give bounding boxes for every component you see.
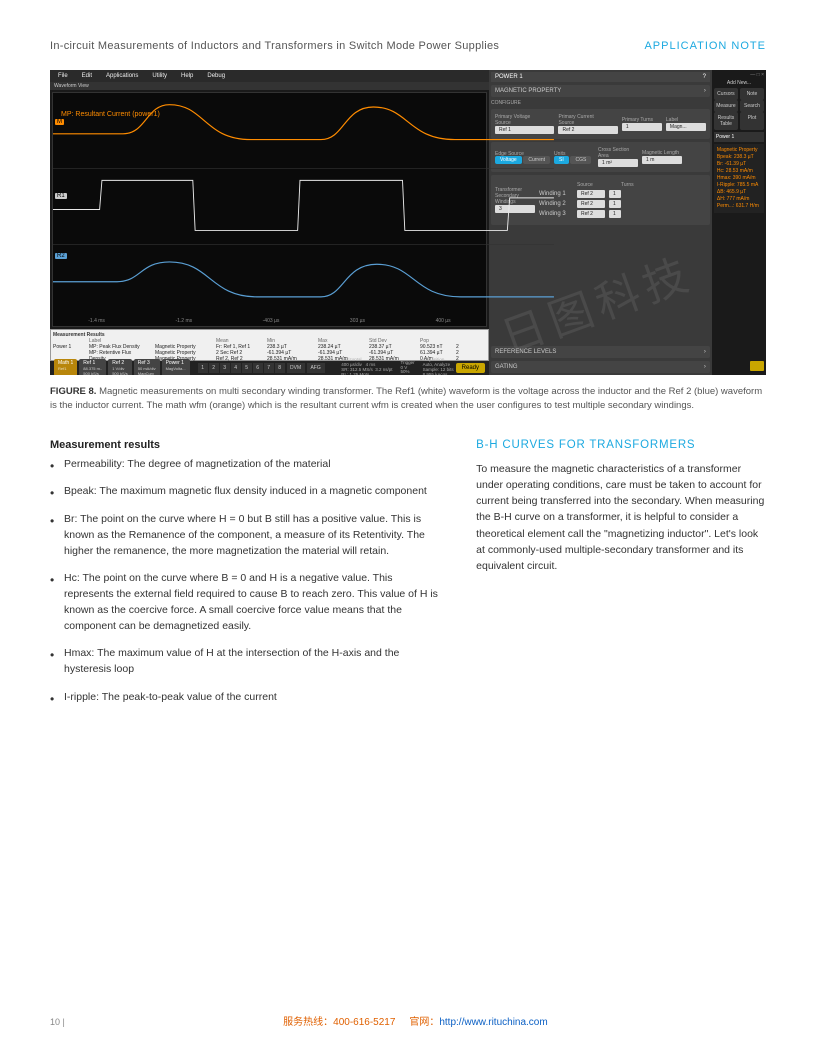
winding-turns-input[interactable]: 1 <box>609 210 621 218</box>
ref-levels-section[interactable]: REFERENCE LEVELS <box>495 349 556 355</box>
dvm-button[interactable]: DVM <box>287 363 305 373</box>
menu-file[interactable]: File <box>58 73 68 79</box>
winding-source-dropdown[interactable]: Ref 2 <box>577 200 605 208</box>
menu-applications[interactable]: Applications <box>106 73 138 79</box>
mag-length-input[interactable]: 1 m <box>642 156 682 164</box>
footer-contact: 服务热线：400-616-5217 官网：http://www.rituchin… <box>65 1013 766 1028</box>
channel-num-button[interactable]: 7 <box>264 363 274 373</box>
afg-button[interactable]: AFG <box>307 363 325 373</box>
ready-button[interactable]: Ready <box>456 363 485 373</box>
winding-row: Winding 2Ref 21 <box>539 200 706 208</box>
toolbar-button[interactable]: Cursors <box>714 88 738 100</box>
time-tick: -1.4 ms <box>88 318 105 324</box>
bullet-item: Hc: The point on the curve where B = 0 a… <box>50 571 442 634</box>
scope-screenshot: File Edit Applications Utility Help Debu… <box>50 70 766 375</box>
time-tick: -1.2 ms <box>175 318 192 324</box>
time-tick: 303 µs <box>350 318 365 324</box>
cgs-toggle[interactable]: CGS <box>570 156 591 164</box>
waveform-view-label: Waveform View <box>50 82 489 90</box>
bullet-item: Br: The point on the curve where H = 0 b… <box>50 512 442 559</box>
winding-row: Winding 1Ref 21 <box>539 190 706 198</box>
trash-icon[interactable] <box>750 361 764 371</box>
winding-turns-input[interactable]: 1 <box>609 190 621 198</box>
menu-utility[interactable]: Utility <box>152 73 167 79</box>
help-icon[interactable]: ? <box>703 74 706 80</box>
bh-curves-heading: B-H CURVES FOR TRANSFORMERS <box>476 439 766 451</box>
channel-badge[interactable]: Ref 21 V/div 500 kS/s <box>108 359 132 375</box>
measurement-bullets: Permeability: The degree of magnetizatio… <box>50 457 442 706</box>
channel-num-button[interactable]: 6 <box>253 363 263 373</box>
channel-badge[interactable]: Math 1Ref1 <box>54 359 77 375</box>
channel-num-button[interactable]: 1 <box>198 363 208 373</box>
bh-curves-body: To measure the magnetic characteristics … <box>476 461 766 575</box>
channel-num-button[interactable]: 2 <box>209 363 219 373</box>
channel-badge[interactable]: Ref 188.375 m.. 500 kS/s <box>79 359 106 375</box>
power1-strip-label[interactable]: Power 1 <box>714 132 764 142</box>
si-toggle[interactable]: SI <box>554 156 569 164</box>
app-note-badge: APPLICATION NOTE <box>644 40 766 52</box>
winding-turns-input[interactable]: 1 <box>609 200 621 208</box>
time-tick: 400 µs <box>436 318 451 324</box>
time-tick: -403 µs <box>263 318 280 324</box>
trigger-readout: Trigger 0 V 50% <box>401 361 415 375</box>
add-new-label: Add New... <box>714 80 764 86</box>
channel-num-button[interactable]: 4 <box>231 363 241 373</box>
measurement-results-heading: Measurement results <box>50 439 442 451</box>
page-number: 10 | <box>50 1017 65 1027</box>
toolbar-button[interactable]: Search <box>740 100 764 112</box>
bullet-item: Hmax: The maximum value of H at the inte… <box>50 646 442 678</box>
panel-title: POWER 1 <box>495 74 523 80</box>
acq-readout: Acquisition Auto, Analyze Sample: 12 bit… <box>423 358 454 375</box>
cross-area-input[interactable]: 1 m² <box>598 159 638 167</box>
winding-source-dropdown[interactable]: Ref 2 <box>577 190 605 198</box>
toolbar-button[interactable]: Measure <box>714 100 738 112</box>
winding-source-dropdown[interactable]: Ref 2 <box>577 210 605 218</box>
channel-num-button[interactable]: 5 <box>242 363 252 373</box>
chevron-right-icon[interactable]: › <box>704 88 706 94</box>
channel-badge-row: Math 1Ref1Ref 188.375 m.. 500 kS/sRef 21… <box>50 361 489 375</box>
gating-section[interactable]: GATING <box>495 364 518 370</box>
channel-num-button[interactable]: 8 <box>275 363 285 373</box>
primary-turns-input[interactable]: 1 <box>622 123 662 131</box>
menu-help[interactable]: Help <box>181 73 193 79</box>
primary-current-dropdown[interactable]: Ref 2 <box>558 126 617 134</box>
channel-badge[interactable]: Ref 350 mA/div MagCurv <box>134 359 160 375</box>
channel-badge[interactable]: Power 1MagVolta... <box>162 359 190 375</box>
traces-svg <box>53 93 554 326</box>
menu-bar: File Edit Applications Utility Help Debu… <box>50 70 489 82</box>
bullet-item: I-ripple: The peak-to-peak value of the … <box>50 690 442 706</box>
winding-row: Winding 3Ref 21 <box>539 210 706 218</box>
channel-num-button[interactable]: 3 <box>220 363 230 373</box>
right-toolbar: — □ × Add New... CursorsNoteMeasureSearc… <box>712 70 766 375</box>
bullet-item: Permeability: The degree of magnetizatio… <box>50 457 442 473</box>
toolbar-button[interactable]: Note <box>740 88 764 100</box>
horizontal-readout: Horizontal 400 µs/div 4 ms SR: 312.5 MS/… <box>341 358 392 375</box>
menu-debug[interactable]: Debug <box>207 73 225 79</box>
menu-edit[interactable]: Edit <box>82 73 92 79</box>
figure-caption: FIGURE 8. Magnetic measurements on multi… <box>50 385 766 413</box>
toolbar-button[interactable]: Plot <box>740 112 764 130</box>
label-input[interactable]: Magn... <box>666 123 706 131</box>
bullet-item: Bpeak: The maximum magnetic flux density… <box>50 484 442 500</box>
doc-title: In-circuit Measurements of Inductors and… <box>50 40 499 52</box>
magnetic-info-box: Magnetic PropertyBpeak: 238.3 µTBr: -61.… <box>714 144 764 213</box>
toolbar-button[interactable]: Results Table <box>714 112 738 130</box>
waveform-area[interactable]: MP: Resultant Current (power1) M R1 R2 -… <box>52 92 487 327</box>
